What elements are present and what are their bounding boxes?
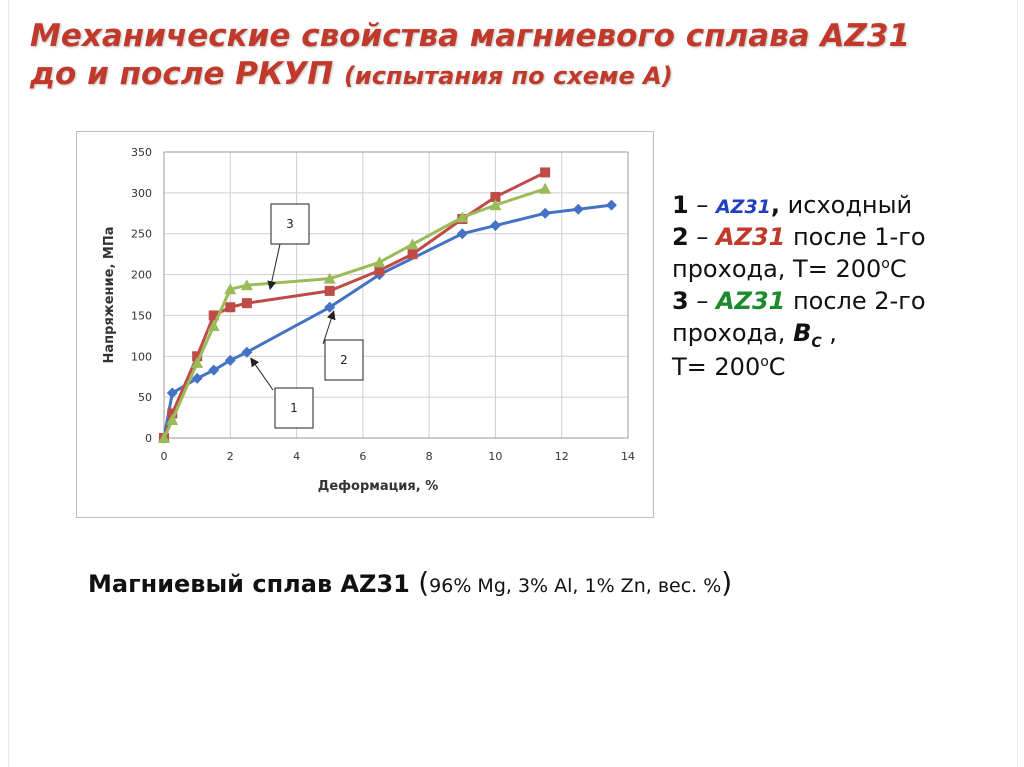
series-3-point bbox=[539, 182, 552, 194]
series-1-line bbox=[162, 203, 612, 439]
series-2-point bbox=[167, 408, 178, 419]
x-tick-label: 12 bbox=[555, 450, 569, 463]
series-3-point bbox=[240, 279, 253, 291]
annotation-box-3 bbox=[270, 203, 310, 245]
x-tick-label: 0 bbox=[161, 450, 168, 463]
y-tick-label: 350 bbox=[131, 146, 152, 159]
series-1-point bbox=[605, 199, 617, 211]
series-2-point bbox=[374, 265, 385, 276]
caption-composition: 96% Mg, 3% Al, 1% Zn, вес. % bbox=[429, 575, 722, 597]
x-tick-label: 8 bbox=[426, 450, 433, 463]
annotation-arrow-3 bbox=[267, 243, 281, 291]
x-tick-label: 4 bbox=[293, 450, 300, 463]
legend-alloy-2: AZ31 bbox=[715, 222, 786, 251]
series-1-point bbox=[539, 207, 551, 219]
annotation-arrow-2 bbox=[322, 310, 336, 345]
series-1-point bbox=[208, 364, 220, 376]
series-1-point bbox=[489, 220, 501, 232]
alloy-caption: Магниевый сплав AZ31 (96% Mg, 3% Al, 1% … bbox=[88, 566, 733, 599]
series-2-line bbox=[162, 171, 546, 439]
legend: 1 – AZ31, исходный 2 – AZ31 после 1-го п… bbox=[672, 190, 1012, 384]
legend-item-2: 2 – AZ31 после 1-го прохода, Т= 200оС bbox=[672, 222, 926, 283]
legend-item-3: 3 – AZ31 после 2-го прохода, ВС , Т= 200… bbox=[672, 286, 926, 382]
series-1-point bbox=[456, 228, 468, 240]
slide-title: Механические свойства магниевого сплава … bbox=[30, 18, 910, 92]
series-3-point bbox=[224, 283, 237, 295]
series-3-line bbox=[162, 187, 546, 439]
series-1-point bbox=[572, 203, 584, 215]
series-2-point bbox=[241, 298, 252, 309]
series-3-point bbox=[323, 272, 336, 284]
y-tick-label: 150 bbox=[131, 309, 152, 322]
annotation-label-1: 1 bbox=[290, 401, 298, 415]
title-line-2-paren: (испытания по схеме А) bbox=[343, 61, 673, 90]
y-tick-label: 200 bbox=[131, 269, 152, 282]
y-tick-label: 100 bbox=[131, 350, 152, 363]
slide-frame bbox=[8, 0, 1018, 767]
series-1-point bbox=[224, 354, 236, 366]
series-2-point bbox=[225, 302, 236, 313]
series-3-point bbox=[406, 238, 419, 250]
series-3-point bbox=[207, 320, 220, 332]
legend-alloy-3: AZ31 bbox=[715, 286, 786, 315]
x-tick-label: 2 bbox=[227, 450, 234, 463]
annotation-box-1 bbox=[274, 387, 314, 429]
series-3-point bbox=[373, 256, 386, 268]
y-tick-label: 300 bbox=[131, 187, 152, 200]
series-2-point bbox=[324, 285, 335, 296]
x-tick-label: 6 bbox=[359, 450, 366, 463]
series-2-point bbox=[192, 351, 203, 362]
x-tick-label: 14 bbox=[621, 450, 635, 463]
series-3-point bbox=[456, 211, 469, 223]
annotation-label-3: 3 bbox=[286, 217, 294, 231]
series-2-point bbox=[540, 167, 551, 178]
y-tick-label: 250 bbox=[131, 228, 152, 241]
title-line-2: до и после РКУП bbox=[30, 55, 344, 92]
plot-area-border bbox=[163, 151, 629, 439]
series-2-point bbox=[490, 191, 501, 202]
series-3-point bbox=[158, 432, 170, 443]
annotation-box-2 bbox=[324, 339, 364, 381]
chart-container: 0 50 100 150 200 250 300 350 0 2 4 6 8 10 12 14 Деформац… bbox=[76, 131, 654, 518]
series-1-point bbox=[241, 346, 253, 358]
caption-main: Магниевый сплав AZ31 bbox=[88, 570, 419, 598]
x-tick-label: 10 bbox=[488, 450, 502, 463]
y-tick-label: 50 bbox=[138, 391, 152, 404]
legend-alloy-1: AZ31 bbox=[715, 196, 771, 218]
series-2-point bbox=[407, 249, 418, 260]
x-axis-label: Деформация, % bbox=[318, 479, 439, 494]
annotation-label-2: 2 bbox=[340, 353, 348, 367]
title-line-1: Механические свойства магниевого сплава … bbox=[30, 18, 911, 54]
series-1-point bbox=[166, 387, 178, 399]
y-tick-label: 0 bbox=[145, 432, 152, 445]
series-3-point bbox=[489, 199, 502, 211]
y-axis-label: Напряжение, МПа bbox=[102, 226, 117, 363]
series-3-point bbox=[191, 356, 204, 368]
legend-item-1: 1 – AZ31, исходный bbox=[672, 191, 913, 219]
annotation-arrow-1 bbox=[250, 357, 274, 391]
series-1-point bbox=[324, 301, 336, 313]
series-2-point bbox=[208, 310, 219, 321]
series-1-point bbox=[191, 372, 203, 384]
series-3-point bbox=[166, 414, 179, 426]
